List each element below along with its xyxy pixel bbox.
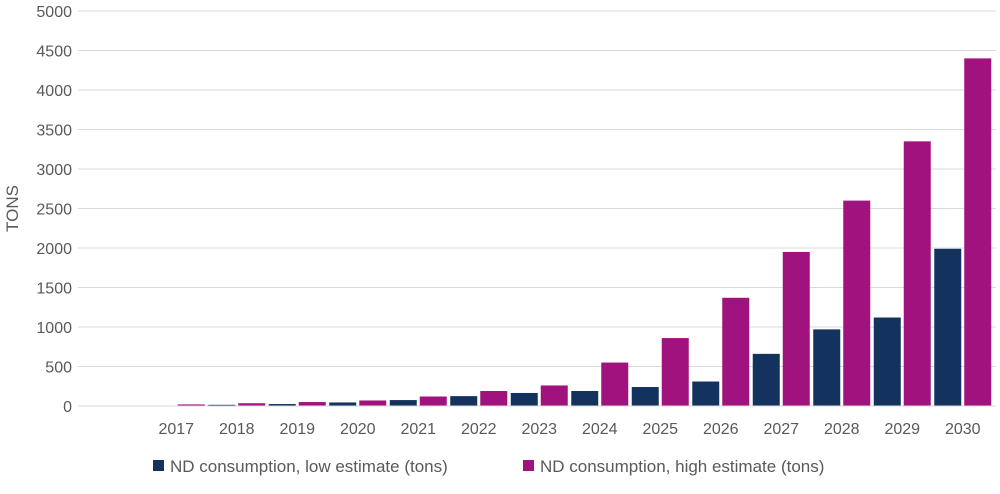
x-tick-label: 2026 (703, 421, 739, 438)
y-tick-label: 2500 (36, 202, 72, 219)
x-axis-ticks: 2017 2018 2019 2020 2021 2022 2023 2024 2025 2026… (158, 421, 980, 438)
bar-low-2025 (631, 387, 659, 406)
bar-high-2026 (722, 297, 750, 406)
x-tick-label: 2024 (582, 421, 618, 438)
x-tick-label: 2020 (340, 421, 376, 438)
bar-low-2027 (752, 353, 780, 406)
bar-high-2018 (238, 403, 266, 406)
x-tick-label: 2017 (158, 421, 194, 438)
bar-low-2022 (450, 396, 478, 406)
y-tick-label: 5000 (36, 4, 72, 21)
x-tick-label: 2025 (642, 421, 678, 438)
legend-swatch (153, 460, 164, 471)
y-axis-ticks: 0 500 1000 1500 2000 2500 3000 3500 4000 4500 5000 (36, 4, 72, 416)
bar-high-2024 (601, 362, 629, 406)
gridlines (78, 10, 996, 367)
legend-item-high: ND consumption, high estimate (tons) (523, 457, 824, 476)
x-tick-label: 2022 (461, 421, 497, 438)
x-tick-label: 2023 (521, 421, 557, 438)
bar-low-2019 (268, 404, 296, 406)
y-tick-label: 4500 (36, 44, 72, 61)
y-tick-label: 1500 (36, 281, 72, 298)
x-tick-label: 2018 (219, 421, 255, 438)
y-tick-label: 1000 (36, 320, 72, 337)
bar-high-2017 (177, 404, 205, 406)
y-tick-label: 4000 (36, 83, 72, 100)
bar-low-2029 (873, 317, 901, 406)
bar-high-2028 (843, 200, 871, 406)
y-tick-label: 500 (45, 360, 72, 377)
legend: ND consumption, low estimate (tons) ND co… (153, 457, 824, 476)
x-tick-label: 2021 (400, 421, 436, 438)
bar-high-2020 (359, 400, 387, 406)
y-tick-label: 0 (63, 399, 72, 416)
bars (147, 58, 992, 407)
bar-high-2023 (540, 385, 568, 406)
bar-high-2019 (298, 402, 326, 406)
bar-low-2026 (692, 381, 720, 406)
bar-high-2021 (419, 396, 447, 406)
legend-label: ND consumption, high estimate (tons) (540, 457, 824, 476)
legend-swatch (523, 460, 534, 471)
legend-label: ND consumption, low estimate (tons) (170, 457, 448, 476)
x-tick-label: 2030 (945, 421, 981, 438)
x-tick-label: 2027 (763, 421, 799, 438)
bar-high-2029 (903, 141, 931, 406)
bar-low-2023 (510, 392, 538, 406)
y-tick-label: 3500 (36, 123, 72, 140)
bar-high-2027 (782, 251, 810, 406)
x-tick-label: 2029 (884, 421, 920, 438)
bar-high-2025 (661, 338, 689, 406)
bar-high-2030 (964, 58, 992, 407)
bar-low-2028 (813, 329, 841, 406)
bar-low-2018 (208, 404, 236, 406)
x-tick-label: 2028 (824, 421, 860, 438)
bar-high-2022 (480, 390, 508, 406)
y-tick-label: 2000 (36, 241, 72, 258)
bar-low-2021 (389, 400, 417, 406)
y-tick-label: 3000 (36, 162, 72, 179)
bar-low-2024 (571, 390, 599, 406)
legend-item-low: ND consumption, low estimate (tons) (153, 457, 448, 476)
bar-low-2030 (934, 248, 962, 406)
bar-low-2020 (329, 402, 357, 406)
x-tick-label: 2019 (279, 421, 315, 438)
y-axis-label: TONS (3, 185, 22, 232)
